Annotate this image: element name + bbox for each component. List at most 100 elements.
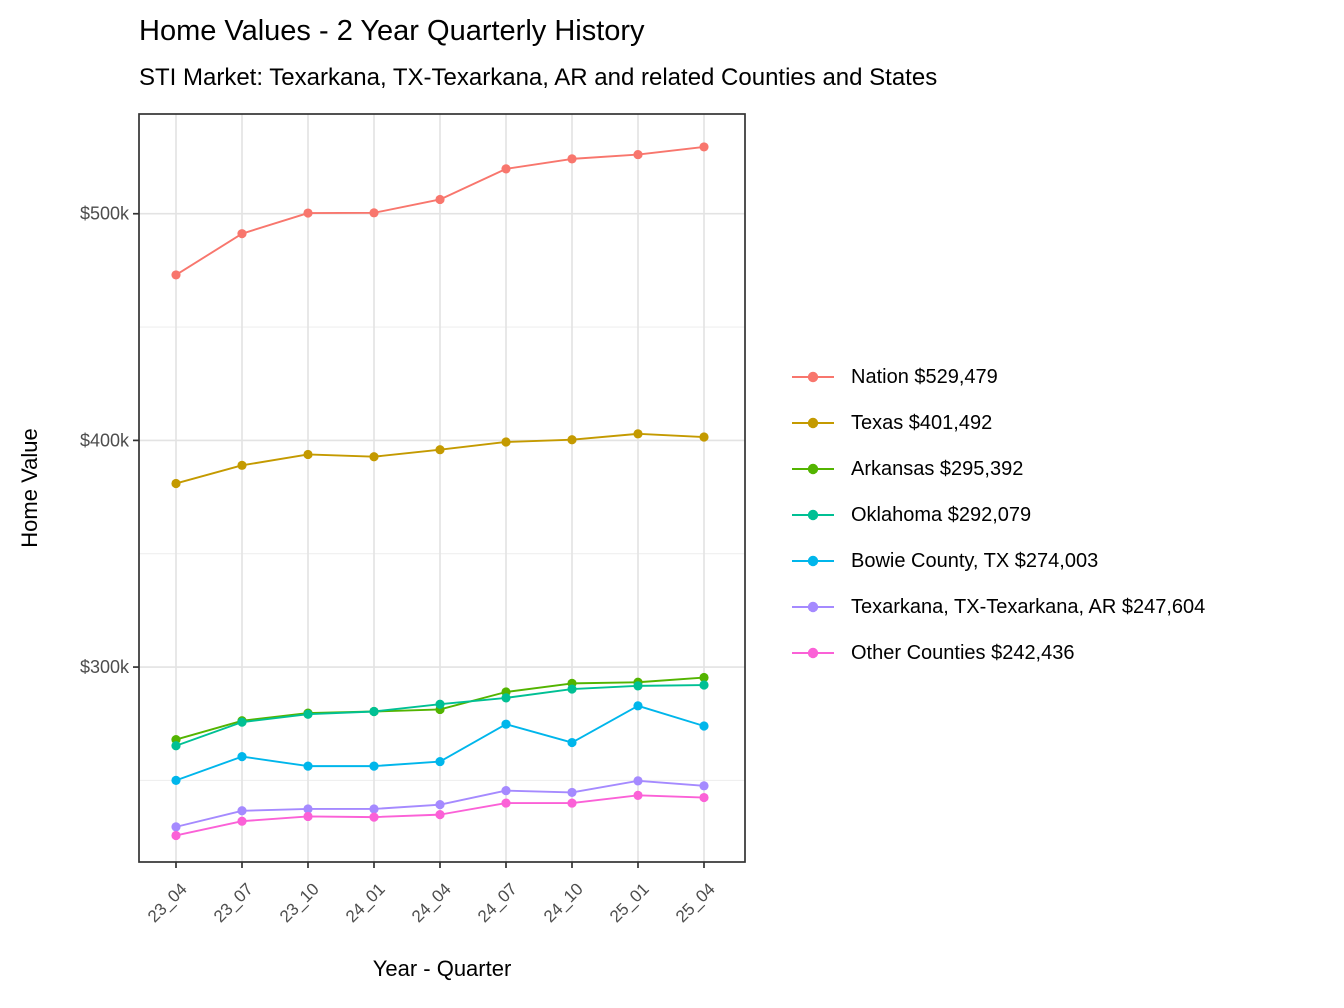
- legend-item: Texas $401,492: [789, 400, 1205, 446]
- data-point: [699, 432, 709, 442]
- data-point: [369, 706, 379, 717]
- x-tick-label: 24_07: [474, 879, 521, 926]
- x-tick-label: 25_04: [672, 879, 719, 926]
- data-point: [303, 709, 313, 719]
- legend-key-icon: [792, 371, 834, 383]
- data-point: [303, 804, 313, 814]
- data-point: [171, 822, 181, 832]
- legend-key-icon: [792, 647, 834, 659]
- data-point: [435, 756, 445, 767]
- data-point: [237, 752, 247, 762]
- legend-key-icon: [792, 463, 834, 475]
- legend-item: Bowie County, TX $274,003: [789, 538, 1205, 584]
- data-point: [435, 800, 445, 810]
- data-point: [501, 798, 511, 808]
- data-point: [435, 445, 445, 455]
- legend-key-marker: [807, 417, 819, 429]
- legend-key-icon: [792, 555, 834, 567]
- data-point: [633, 701, 643, 711]
- legend-key-marker: [807, 555, 819, 567]
- panel-background: [139, 114, 745, 862]
- data-point: [369, 804, 379, 814]
- data-point: [303, 761, 313, 771]
- data-point: [171, 830, 181, 841]
- data-point: [303, 811, 313, 822]
- data-point: [567, 798, 577, 808]
- legend-label: Texarkana, TX-Texarkana, AR $247,604: [851, 595, 1206, 618]
- legend: Nation $529,479 Texas $401,492 Arkansas $2…: [789, 354, 1205, 676]
- data-point: [303, 208, 313, 218]
- data-point: [501, 719, 511, 729]
- chart-canvas: $300k $400k $500k 23_04 23_07 23_10 24_01 24_04…: [80, 113, 746, 926]
- data-point: [435, 810, 445, 820]
- chart-title: Home Values - 2 Year Quarterly History: [139, 15, 645, 47]
- data-point: [567, 787, 577, 798]
- data-point: [567, 737, 577, 748]
- data-point: [237, 717, 247, 727]
- data-point: [699, 142, 709, 152]
- x-tick-label: 24_01: [342, 879, 389, 926]
- x-tick-label: 23_07: [210, 879, 257, 926]
- legend-key-icon: [792, 601, 834, 613]
- legend-item: Arkansas $295,392: [789, 446, 1205, 492]
- data-point: [699, 672, 709, 683]
- chart-subtitle: STI Market: Texarkana, TX-Texarkana, AR …: [139, 64, 938, 91]
- data-point: [369, 812, 379, 822]
- x-tick-label: 24_04: [408, 879, 455, 926]
- data-point: [237, 816, 247, 826]
- data-point: [171, 741, 181, 751]
- data-point: [237, 460, 247, 470]
- data-point: [633, 429, 643, 439]
- x-tick-label: 23_10: [276, 879, 323, 926]
- x-tick-label: 24_10: [540, 879, 587, 926]
- x-axis-title: Year - Quarter: [372, 956, 512, 981]
- data-point: [699, 680, 709, 690]
- legend-key-marker: [807, 371, 819, 383]
- legend-key-marker: [807, 601, 819, 613]
- data-point: [171, 478, 181, 489]
- data-point: [567, 154, 577, 164]
- legend-label: Oklahoma $292,079: [851, 503, 1032, 526]
- data-point: [171, 270, 181, 280]
- data-point: [369, 761, 379, 771]
- y-tick-label: $500k: [80, 204, 130, 224]
- data-point: [171, 775, 181, 786]
- data-point: [633, 149, 643, 160]
- data-point: [237, 806, 247, 816]
- data-point: [501, 693, 511, 703]
- y-tick-label: $300k: [80, 657, 130, 677]
- data-point: [237, 229, 247, 239]
- legend-item: Nation $529,479: [789, 354, 1205, 400]
- data-point: [633, 681, 643, 691]
- data-point: [435, 699, 445, 709]
- legend-label: Other Counties $242,436: [851, 641, 1075, 664]
- data-point: [699, 781, 709, 791]
- data-point: [633, 790, 643, 800]
- panel-border: [138, 113, 746, 863]
- data-point: [303, 449, 313, 460]
- legend-label: Texas $401,492: [851, 411, 993, 434]
- data-point: [633, 776, 643, 786]
- legend-key-icon: [792, 509, 834, 521]
- legend-item: Texarkana, TX-Texarkana, AR $247,604: [789, 584, 1205, 630]
- legend-key-marker: [807, 463, 819, 475]
- data-point: [435, 194, 445, 205]
- legend-label: Arkansas $295,392: [851, 457, 1024, 480]
- y-tick-label: $400k: [80, 430, 130, 450]
- data-point: [699, 792, 709, 803]
- legend-item: Other Counties $242,436: [789, 630, 1205, 676]
- data-point: [699, 721, 709, 731]
- data-point: [567, 435, 577, 445]
- legend-label: Bowie County, TX $274,003: [851, 549, 1099, 572]
- data-point: [501, 437, 511, 447]
- legend-key-marker: [807, 509, 819, 521]
- x-tick-label: 25_01: [606, 879, 653, 926]
- x-tick-label: 23_04: [144, 879, 191, 926]
- data-point: [567, 684, 577, 694]
- data-point: [369, 208, 379, 218]
- legend-item: Oklahoma $292,079: [789, 492, 1205, 538]
- data-point: [369, 452, 379, 462]
- data-point: [501, 164, 511, 174]
- data-point: [501, 786, 511, 796]
